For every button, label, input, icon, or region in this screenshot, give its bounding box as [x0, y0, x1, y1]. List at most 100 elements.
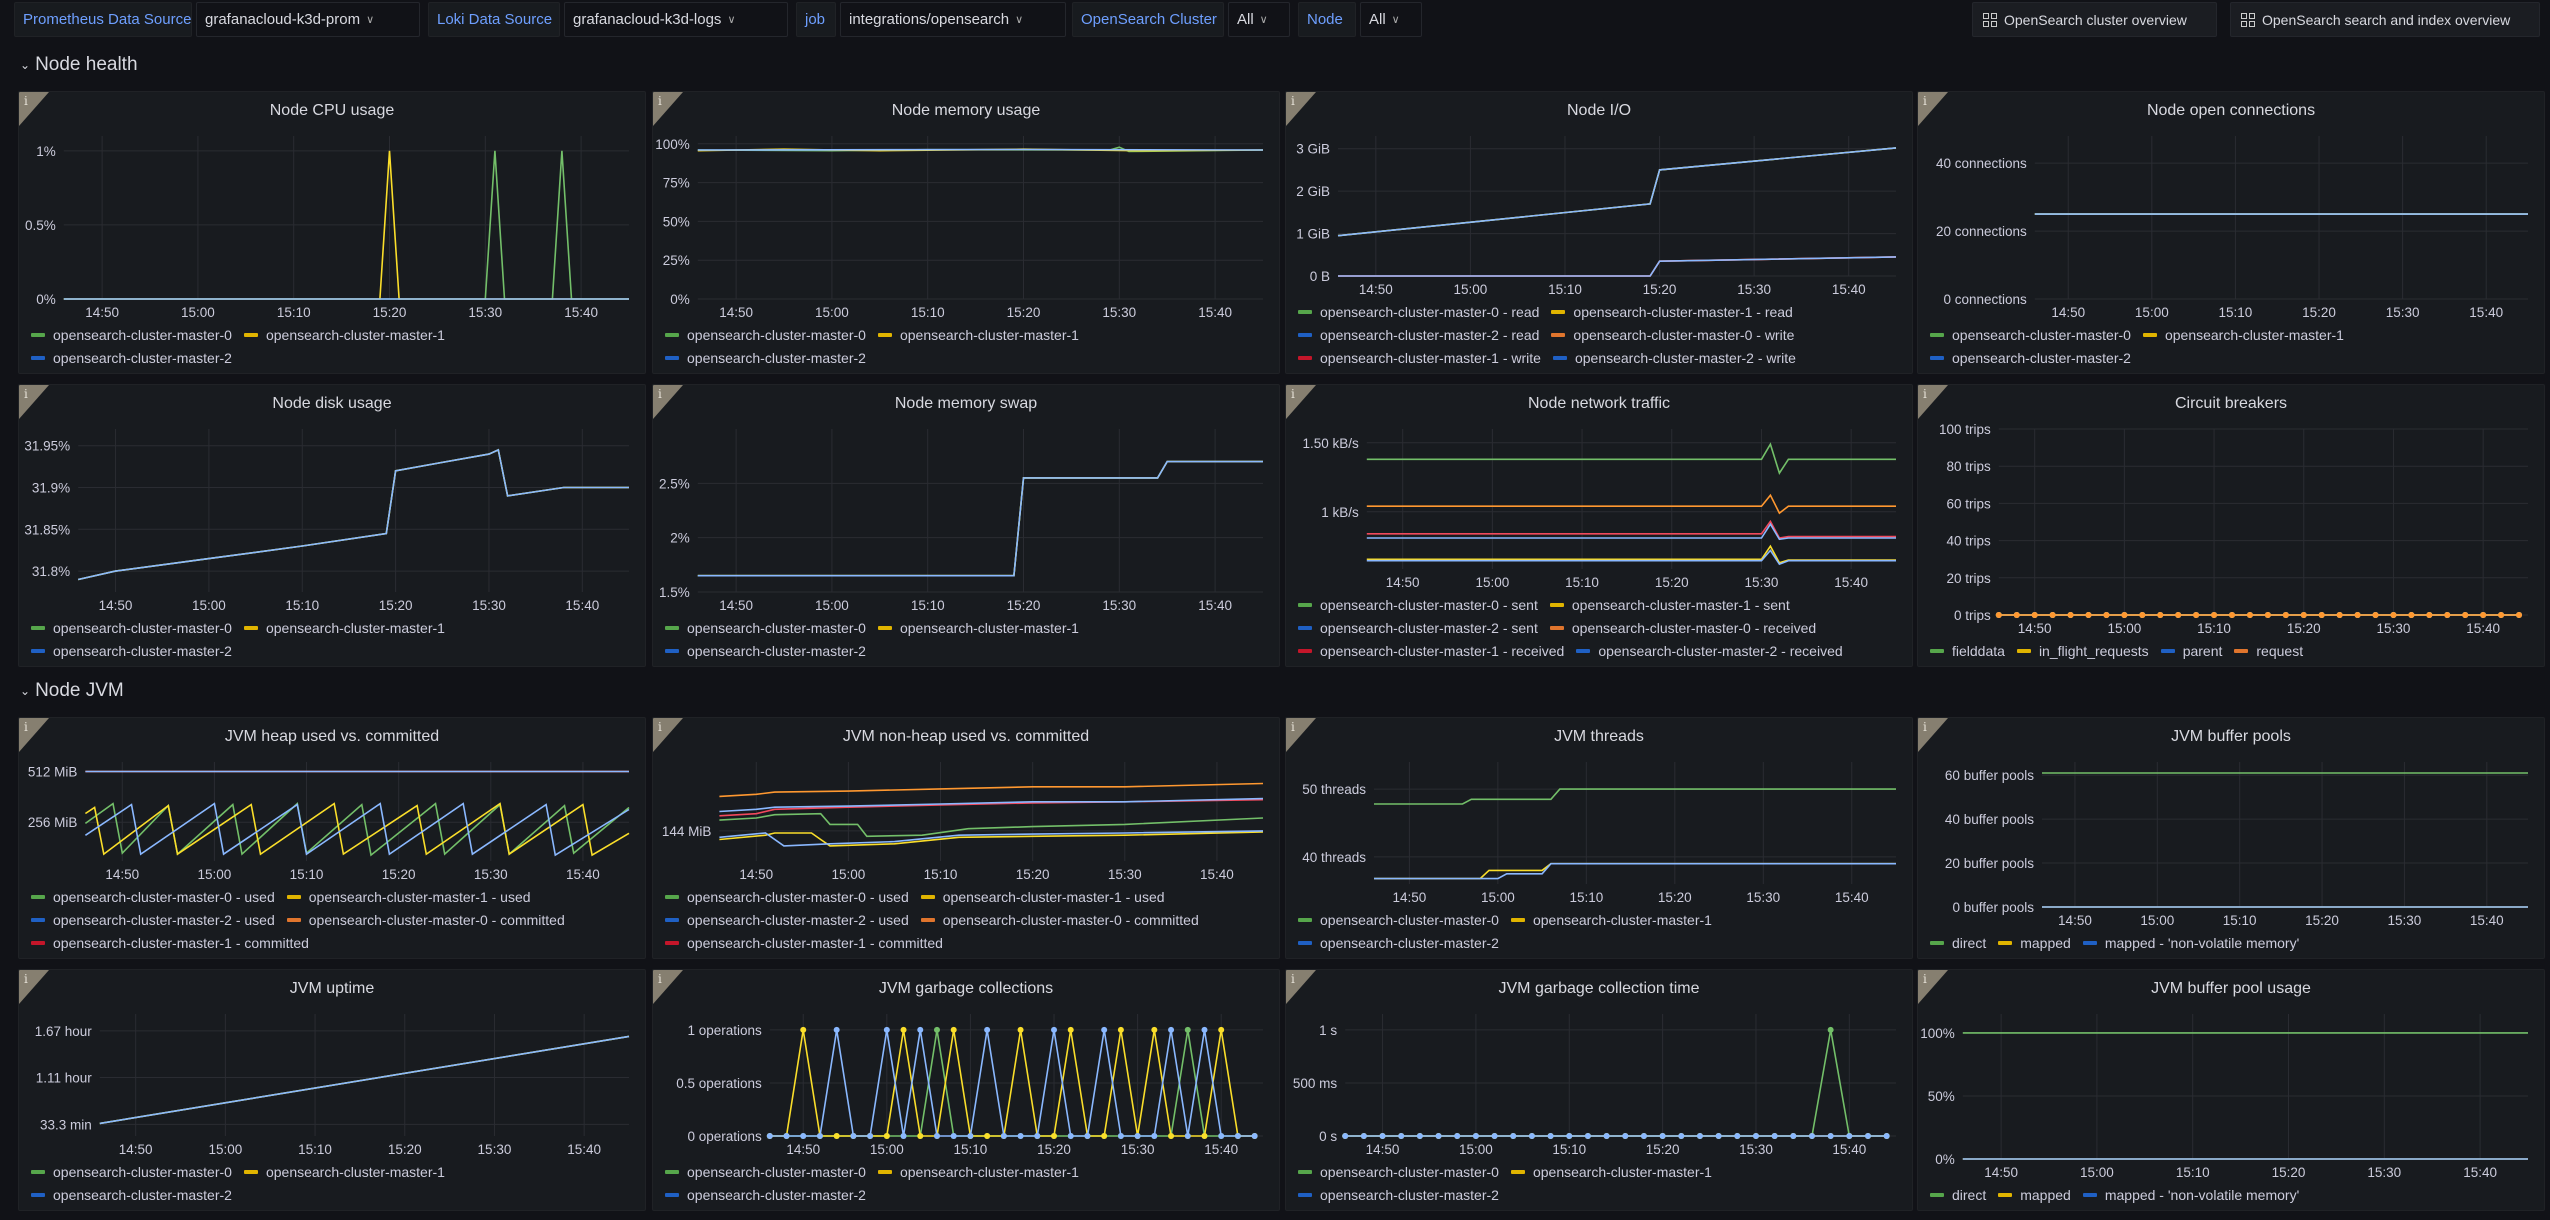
legend-item[interactable]: opensearch-cluster-master-0	[31, 616, 232, 639]
legend-item[interactable]: opensearch-cluster-master-1 - sent	[1549, 593, 1790, 616]
chart-area[interactable]: 0% 50% 100% 14:50 15:00 15:10 15:20 15:30 15:40	[1918, 1006, 2544, 1183]
legend-item[interactable]: opensearch-cluster-master-1 - write	[1298, 346, 1541, 369]
legend-item[interactable]: mapped	[1998, 931, 2071, 954]
variable-select-loki-data-source[interactable]: grafanacloud-k3d-logs ∨	[564, 2, 788, 37]
variable-select-job[interactable]: integrations/opensearch ∨	[840, 2, 1066, 37]
legend-item[interactable]: opensearch-cluster-master-1 - committed	[31, 931, 309, 954]
legend-item[interactable]: opensearch-cluster-master-2	[1298, 1183, 1499, 1206]
legend-item[interactable]: request	[2234, 639, 2303, 662]
legend-item[interactable]: opensearch-cluster-master-1	[877, 616, 1079, 639]
legend-item[interactable]: opensearch-cluster-master-2	[31, 1183, 232, 1206]
chart-area[interactable]: 0% 25% 50% 75% 100% 14:50 15:00 15:10 15:20 15:30…	[653, 128, 1279, 323]
legend-item[interactable]: opensearch-cluster-master-1 - committed	[665, 931, 943, 954]
chart-area[interactable]: 1 kB/s 1.50 kB/s 14:50 15:00 15:10 15:20 15:30…	[1286, 421, 1912, 593]
legend-item[interactable]: opensearch-cluster-master-1	[243, 323, 445, 346]
panel-title[interactable]: Node memory usage	[891, 102, 1041, 119]
panel-title[interactable]: JVM buffer pools	[2171, 728, 2291, 745]
legend-item[interactable]: opensearch-cluster-master-2 - read	[1298, 323, 1539, 346]
legend-item[interactable]: opensearch-cluster-master-0 - sent	[1298, 593, 1538, 616]
panel-title[interactable]: Node I/O	[1566, 102, 1632, 119]
panel-title[interactable]: Node disk usage	[272, 395, 392, 412]
panel-title[interactable]: JVM garbage collection time	[1498, 980, 1700, 997]
legend-item[interactable]: opensearch-cluster-master-0 - committed	[920, 908, 1199, 931]
legend-item[interactable]: opensearch-cluster-master-1	[243, 616, 445, 639]
panel-title[interactable]: Node CPU usage	[269, 102, 395, 119]
legend-item[interactable]: opensearch-cluster-master-2 - used	[31, 908, 275, 931]
legend-item[interactable]: opensearch-cluster-master-2	[665, 1183, 866, 1206]
panel-title[interactable]: JVM buffer pool usage	[2151, 980, 2311, 997]
chart-area[interactable]: 256 MiB 512 MiB 14:50 15:00 15:10 15:20 15:30 1…	[19, 754, 645, 885]
legend-item[interactable]: opensearch-cluster-master-1 - used	[920, 885, 1165, 908]
chart-area[interactable]: 0 trips 20 trips 40 trips 60 trips 80 trips 1…	[1918, 421, 2544, 639]
legend-item[interactable]: opensearch-cluster-master-2 - received	[1576, 639, 1843, 662]
chart-area[interactable]: 40 threads 50 threads 14:50 15:00 15:10 15:20…	[1286, 754, 1912, 908]
panel-title[interactable]: JVM heap used vs. committed	[224, 728, 440, 745]
legend-item[interactable]: opensearch-cluster-master-0 - read	[1298, 300, 1539, 323]
panel-title[interactable]: Circuit breakers	[2174, 395, 2288, 412]
panel-title[interactable]: JVM uptime	[289, 980, 375, 997]
panel-title[interactable]: Node network traffic	[1528, 395, 1670, 412]
legend-item[interactable]: opensearch-cluster-master-1	[877, 1160, 1079, 1183]
legend-item[interactable]: fielddata	[1930, 639, 2005, 662]
variable-select-opensearch-cluster[interactable]: All ∨	[1228, 2, 1290, 37]
legend-item[interactable]: mapped	[1998, 1183, 2071, 1206]
chart-area[interactable]: 0 s 500 ms 1 s 14:50 15:00 15:10 15:20 15:30 15:…	[1286, 1006, 1912, 1160]
row-node-health[interactable]: ⌄ Node health	[20, 54, 138, 76]
legend-item[interactable]: opensearch-cluster-master-0	[665, 323, 866, 346]
legend-item[interactable]: opensearch-cluster-master-0 - used	[31, 885, 275, 908]
chart-area[interactable]: 31.8% 31.85% 31.9% 31.95% 14:50 15:00 15:10 15:…	[19, 421, 645, 616]
legend-item[interactable]: opensearch-cluster-master-2 - sent	[1298, 616, 1538, 639]
legend-item[interactable]: opensearch-cluster-master-0	[665, 616, 866, 639]
legend-item[interactable]: opensearch-cluster-master-1	[877, 323, 1079, 346]
legend-item[interactable]: opensearch-cluster-master-1	[1510, 1160, 1712, 1183]
legend-item[interactable]: opensearch-cluster-master-0 - used	[665, 885, 909, 908]
panel-title[interactable]: JVM threads	[1554, 728, 1644, 745]
chart-area[interactable]: 0 buffer pools 20 buffer pools 40 buffer p…	[1918, 754, 2544, 931]
panel-title[interactable]: JVM garbage collections	[878, 980, 1054, 997]
panel-title[interactable]: JVM non-heap used vs. committed	[842, 728, 1090, 745]
legend-item[interactable]: opensearch-cluster-master-2	[665, 346, 866, 369]
panel-title[interactable]: Node open connections	[2146, 102, 2316, 119]
legend-item[interactable]: opensearch-cluster-master-2	[1930, 346, 2131, 369]
chart-area[interactable]: 144 MiB 14:50 15:00 15:10 15:20 15:30 15:40	[653, 754, 1279, 885]
legend-item[interactable]: opensearch-cluster-master-0	[31, 1160, 232, 1183]
legend-item[interactable]: opensearch-cluster-master-1 - read	[1551, 300, 1793, 323]
chart-area[interactable]: 0 B 1 GiB 2 GiB 3 GiB 14:50 15:00 15:10 15:20 15…	[1286, 128, 1912, 300]
legend-item[interactable]: opensearch-cluster-master-2 - used	[665, 908, 909, 931]
legend-item[interactable]: mapped - 'non-volatile memory'	[2082, 931, 2299, 954]
legend-item[interactable]: opensearch-cluster-master-0 - committed	[286, 908, 565, 931]
legend-item[interactable]: opensearch-cluster-master-1	[243, 1160, 445, 1183]
legend-item[interactable]: mapped - 'non-volatile memory'	[2082, 1183, 2299, 1206]
legend-item[interactable]: opensearch-cluster-master-2	[1298, 931, 1499, 954]
chart-area[interactable]: 1.5% 2% 2.5% 14:50 15:00 15:10 15:20 15:30 15:40	[653, 421, 1279, 616]
variable-select-prometheus-data-source[interactable]: grafanacloud-k3d-prom ∨	[196, 2, 420, 37]
legend-item[interactable]: opensearch-cluster-master-0	[665, 1160, 866, 1183]
legend-item[interactable]: opensearch-cluster-master-1	[2142, 323, 2344, 346]
legend-item[interactable]: opensearch-cluster-master-2	[665, 639, 866, 662]
chart-area[interactable]: 0 operations 0.5 operations 1 operations 14…	[653, 1006, 1279, 1160]
legend-item[interactable]: opensearch-cluster-master-0 - write	[1551, 323, 1794, 346]
legend-item[interactable]: opensearch-cluster-master-0	[1298, 1160, 1499, 1183]
legend-item[interactable]: direct	[1930, 931, 1986, 954]
dashboard-link-opensearch-search-and-index-overview[interactable]: OpenSearch search and index overview	[2230, 2, 2540, 37]
chart-area[interactable]: 0% 0.5% 1% 14:50 15:00 15:10 15:20 15:30 15:40	[19, 128, 645, 323]
panel-title[interactable]: Node memory swap	[894, 395, 1038, 412]
legend-item[interactable]: parent	[2160, 639, 2222, 662]
legend-item[interactable]: direct	[1930, 1183, 1986, 1206]
legend-item[interactable]: opensearch-cluster-master-2	[31, 346, 232, 369]
legend-item[interactable]: opensearch-cluster-master-0 - received	[1549, 616, 1816, 639]
legend-item[interactable]: opensearch-cluster-master-0	[1930, 323, 2131, 346]
dashboard-link-opensearch-cluster-overview[interactable]: OpenSearch cluster overview	[1972, 2, 2217, 37]
legend-item[interactable]: opensearch-cluster-master-0	[31, 323, 232, 346]
legend-item[interactable]: opensearch-cluster-master-1 - used	[286, 885, 531, 908]
legend-item[interactable]: opensearch-cluster-master-1 - received	[1298, 639, 1564, 662]
legend-item[interactable]: opensearch-cluster-master-1	[1510, 908, 1712, 931]
chart-area[interactable]: 0 connections 20 connections 40 connection…	[1918, 128, 2544, 323]
legend-item[interactable]: opensearch-cluster-master-2 - write	[1552, 346, 1796, 369]
legend-item[interactable]: opensearch-cluster-master-2	[31, 639, 232, 662]
variable-select-node[interactable]: All ∨	[1360, 2, 1422, 37]
legend-item[interactable]: opensearch-cluster-master-0	[1298, 908, 1499, 931]
row-node-jvm[interactable]: ⌄ Node JVM	[20, 680, 124, 702]
chart-area[interactable]: 33.3 min 1.11 hour 1.67 hour 14:50 15:00 15:1…	[19, 1006, 645, 1160]
legend-item[interactable]: in_flight_requests	[2016, 639, 2149, 662]
